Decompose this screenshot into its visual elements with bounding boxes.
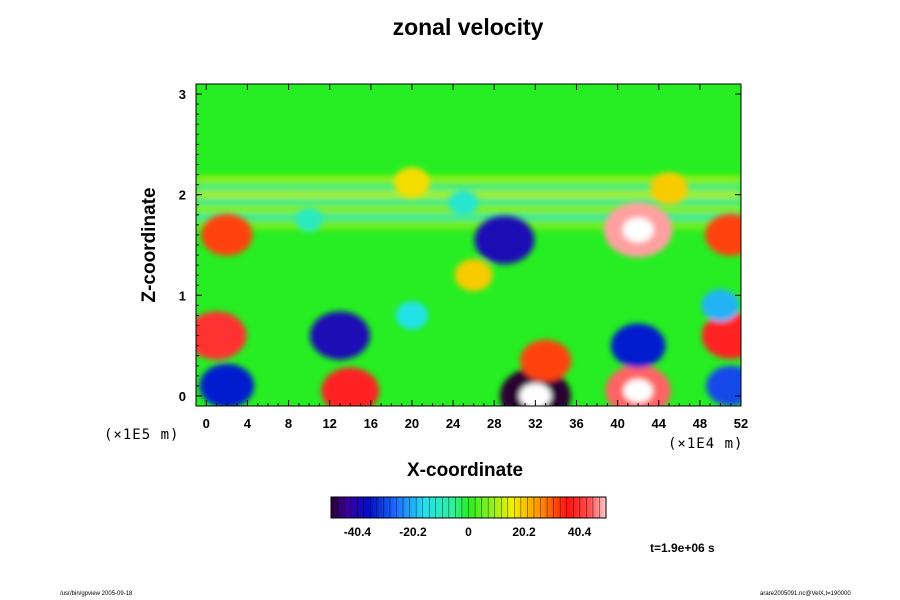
velocity-feature <box>448 189 478 216</box>
velocity-feature <box>199 363 255 406</box>
velocity-feature-core <box>623 379 653 403</box>
velocity-feature <box>701 312 741 359</box>
z-tick-label: 3 <box>179 87 186 102</box>
velocity-feature-core <box>519 383 552 406</box>
x-tick-label: 44 <box>652 416 667 431</box>
x-tick-label: 20 <box>405 416 419 431</box>
colorbar-tick-label: -40.4 <box>344 525 372 539</box>
footer-command: /usr/bin/gpview 2005-09-18 <box>60 591 133 597</box>
y-axis-label: Z-coordinate <box>139 187 160 303</box>
velocity-band <box>196 184 741 191</box>
colorbar-tick-label: -20.2 <box>399 525 427 539</box>
x-tick-label: 24 <box>446 416 461 431</box>
z-tick-label: 2 <box>179 188 186 203</box>
x-tick-label: 52 <box>734 416 748 431</box>
velocity-feature <box>454 259 493 292</box>
z-tick-label: 0 <box>179 389 186 404</box>
velocity-feature <box>650 172 689 205</box>
chart-title: zonal velocity <box>392 14 544 40</box>
velocity-feature <box>295 207 323 232</box>
x-tick-label: 36 <box>569 416 583 431</box>
time-annotation: t=1.9e+06 s <box>650 541 715 555</box>
velocity-feature <box>394 167 430 198</box>
velocity-feature <box>706 365 741 406</box>
x-tick-label: 16 <box>364 416 378 431</box>
velocity-band <box>196 213 741 222</box>
colorbar-tick-label: 0 <box>465 525 472 539</box>
colorbar-tick-label: 40.4 <box>568 525 592 539</box>
x-axis-label: X-coordinate <box>407 460 524 481</box>
velocity-band <box>196 175 741 184</box>
x-tick-label: 4 <box>244 416 252 431</box>
x-tick-label: 28 <box>487 416 501 431</box>
colorbar-tick-label: 20.2 <box>512 525 536 539</box>
velocity-feature <box>309 311 370 360</box>
x-unit-label: (×1E4 m) <box>668 436 744 452</box>
z-unit-label: (×1E5 m) <box>104 427 180 443</box>
velocity-feature <box>705 214 741 256</box>
x-tick-label: 48 <box>693 416 707 431</box>
velocity-feature <box>474 215 535 265</box>
velocity-feature <box>520 339 572 382</box>
x-tick-label: 40 <box>610 416 624 431</box>
velocity-feature <box>196 311 247 360</box>
heatmap-field <box>196 84 741 406</box>
footer-file: arare2005091.nc@VelX,t=190000 <box>760 591 851 597</box>
z-tick-label: 1 <box>179 288 186 303</box>
x-tick-label: 32 <box>528 416 542 431</box>
velocity-feature <box>395 301 429 330</box>
velocity-feature-core <box>622 217 654 243</box>
x-tick-label: 0 <box>203 416 210 431</box>
velocity-band <box>196 219 741 230</box>
velocity-feature <box>321 367 380 406</box>
velocity-feature <box>610 323 666 368</box>
x-tick-label: 12 <box>322 416 336 431</box>
velocity-feature <box>701 289 740 322</box>
velocity-feature <box>201 214 253 256</box>
x-tick-label: 8 <box>285 416 292 431</box>
